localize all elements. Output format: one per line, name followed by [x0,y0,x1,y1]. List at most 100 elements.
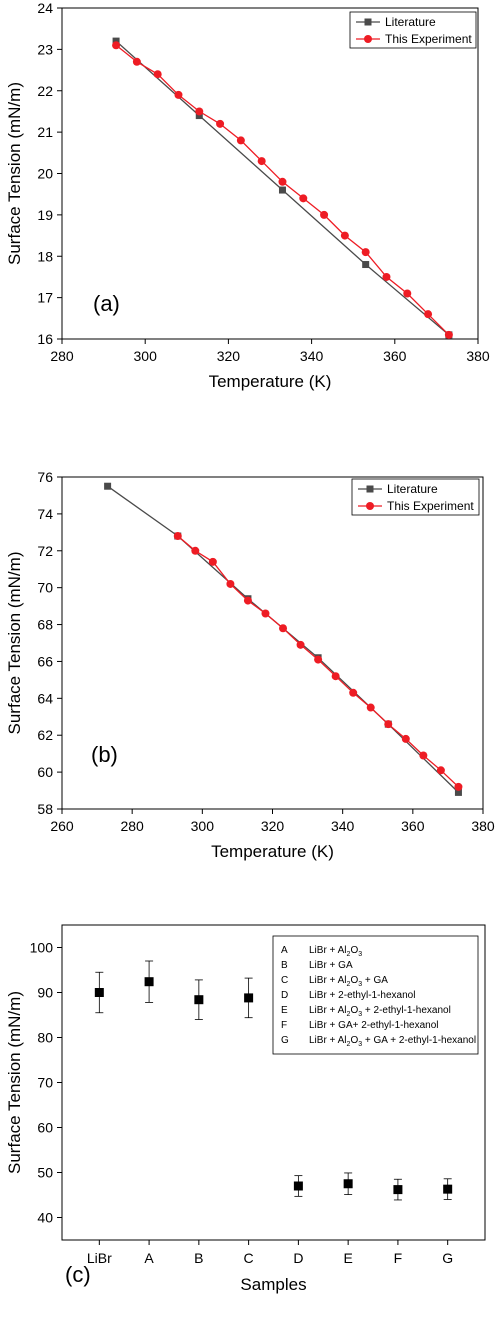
y-tick-label: 40 [37,1210,53,1226]
experiment-point [424,310,433,319]
x-axis-label: Temperature (K) [211,842,334,861]
x-tick-label: 300 [191,818,215,834]
x-tick-label: 360 [383,348,407,364]
x-tick-label: 280 [50,348,74,364]
experiment-point [314,655,323,664]
experiment-point [366,703,375,712]
y-tick-label: 68 [37,617,53,633]
experiment-point [331,672,340,681]
experiment-point [112,41,121,50]
y-tick-label: 19 [37,207,53,223]
legend-subscript: 2 [347,951,351,958]
legend-label: This Experiment [387,499,474,513]
experiment-point [278,177,287,186]
legend-description: LiBr + Al2O3 [309,945,362,958]
legend: Literature This Experiment [349,11,477,49]
y-tick-label: 22 [37,83,53,99]
legend-circle-marker [364,35,372,43]
data-point [343,1179,353,1189]
experiment-point [320,210,329,219]
experiment-point [361,248,370,257]
experiment-point [384,720,393,729]
experiment-point [454,782,463,791]
x-axis-label: Samples [240,1275,306,1294]
data-point [194,995,204,1005]
literature-point [195,112,203,120]
legend-description: LiBr + Al2O3 + GA + 2-ethyl-1-hexanol [309,1035,476,1048]
legend-subscript: 2 [347,1041,351,1048]
legend-text: O [350,1005,358,1016]
x-tick-label: 340 [331,818,355,834]
experiment-point [279,624,288,633]
experiment-point [216,119,225,128]
experiment-point [401,734,410,743]
data-point [293,1181,303,1191]
y-tick-label: 16 [37,331,53,347]
legend-label: Literature [385,15,436,29]
legend-subscript: 3 [358,951,362,958]
experiment-point [419,751,428,760]
x-tick-label: 340 [300,348,324,364]
data-point [144,977,154,987]
x-category-label: G [442,1250,453,1266]
experiment-point [444,330,453,339]
y-tick-label: 60 [37,764,53,780]
experiment-point [349,688,358,697]
x-tick-label: 300 [134,348,158,364]
y-tick-label: 76 [37,469,53,485]
legend-label: Literature [387,482,438,496]
y-tick-label: 60 [37,1120,53,1136]
chart-panel-b: 58 60 62 64 66 68 70 72 74 76 Surface Tension (mN/… [0,462,498,882]
legend-text: LiBr + Al [309,975,347,986]
experiment-point [382,272,391,281]
experiment-point [226,579,235,588]
y-tick-label: 66 [37,653,53,669]
y-tick-label: 62 [37,727,53,743]
experiment-point [191,546,200,555]
experiment-point [153,70,162,79]
x-category-label: LiBr [87,1250,112,1266]
experiment-point [208,557,217,566]
plot-frame [61,476,484,810]
legend-text: O [350,945,358,956]
experiment-point [340,231,349,240]
experiment-point [173,532,182,541]
panel-label: (c) [65,1262,91,1287]
y-tick-label: 17 [37,290,53,306]
literature-point [278,186,286,194]
legend-text: LiBr + GA+ 2-ethyl-1-hexanol [309,1020,439,1031]
data-point [393,1185,403,1195]
legend-text: LiBr + 2-ethyl-1-hexanol [309,990,415,1001]
legend-code: G [281,1035,289,1046]
experiment-point [257,157,266,166]
x-tick-label: 360 [401,818,425,834]
y-tick-label: 58 [37,801,53,817]
x-category-label: F [394,1250,403,1266]
experiment-point [243,596,252,605]
legend-description: LiBr + 2-ethyl-1-hexanol [309,990,415,1001]
legend-text: LiBr + Al [309,1035,347,1046]
chart-a-svg: 16 17 18 19 20 21 22 23 24 Surface Tension (mN/m)… [5,0,490,391]
experiment-point [296,640,305,649]
x-category-label: C [244,1250,254,1266]
plot-frame [61,7,479,340]
literature-point [104,482,112,490]
experiment-point [195,107,204,116]
y-axis-label: Surface Tension (mN/m) [5,552,24,735]
literature-point [362,261,370,269]
legend-description: LiBr + Al2O3 + 2-ethyl-1-hexanol [309,1005,451,1018]
legend-text: LiBr + Al [309,945,347,956]
data-point [244,993,254,1003]
data-point [443,1184,453,1194]
legend-code: E [281,1005,288,1016]
x-tick-label: 280 [120,818,144,834]
legend-subscript: 3 [358,1041,362,1048]
data-point [94,988,104,997]
legend-description: LiBr + GA+ 2-ethyl-1-hexanol [309,1020,439,1031]
legend-subscript: 2 [347,981,351,988]
y-tick-label: 72 [37,543,53,559]
chart-panel-c: 40 50 60 70 80 90 100 Surface Tension (mN/m) LiB… [0,912,498,1331]
chart-c-svg: 40 50 60 70 80 90 100 Surface Tension (mN/m) LiB… [5,924,486,1294]
chart-b-svg: 58 60 62 64 66 68 70 72 74 76 Surface Tension (mN/… [5,469,495,861]
